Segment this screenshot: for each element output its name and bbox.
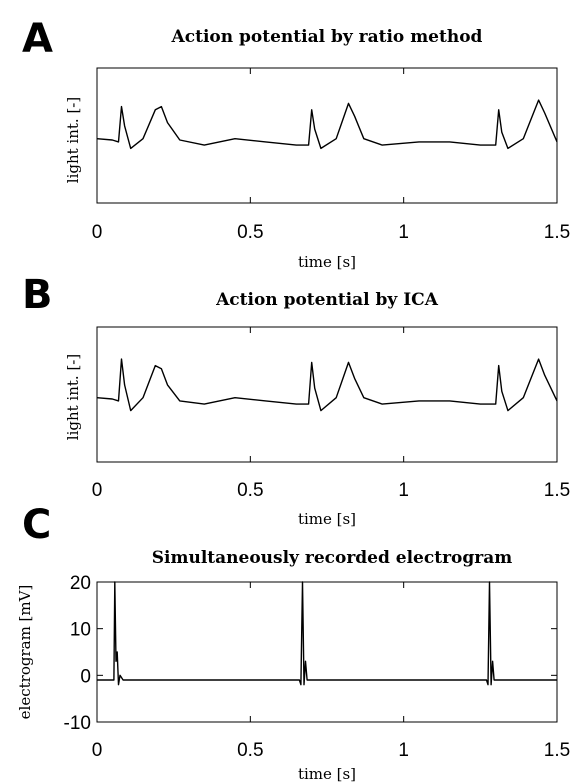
y-tick-label: 0 xyxy=(80,666,91,687)
x-tick-label: 0 xyxy=(92,222,103,243)
panel-b: B Action potential by ICA 0 0.5 1 1.5 time … xyxy=(22,272,570,528)
x-tick-label: 1.5 xyxy=(544,740,570,761)
x-tick-label: 0 xyxy=(92,480,103,501)
panel-c-series-line xyxy=(97,581,557,686)
x-tick-label: 1 xyxy=(398,740,409,761)
x-tick-label: 0.5 xyxy=(237,740,263,761)
panel-c-trace-group xyxy=(97,581,557,686)
panel-a-title: Action potential by ratio method xyxy=(171,27,483,47)
panel-a-xticks: 0 0.5 1 1.5 xyxy=(92,68,570,243)
panel-a: A Action potential by ratio method 0 0.5 1… xyxy=(22,16,570,271)
panel-b-xlabel: time [s] xyxy=(298,510,356,528)
x-tick-label: 0 xyxy=(92,740,103,761)
panel-b-series-line xyxy=(96,358,558,412)
panel-letter-b: B xyxy=(22,272,53,318)
panel-b-axes xyxy=(96,326,558,463)
panel-a-xlabel: time [s] xyxy=(298,253,356,271)
panel-a-axes xyxy=(96,67,558,204)
panel-c-xticks: 0 0.5 1 1.5 xyxy=(92,582,570,761)
panel-c-title: Simultaneously recorded electrogram xyxy=(152,548,512,568)
panel-b-ylabel: light int. [-] xyxy=(64,354,82,440)
x-tick-label: 0.5 xyxy=(237,480,263,501)
panel-letter-a: A xyxy=(22,16,53,62)
y-tick-label: 20 xyxy=(70,573,91,594)
panel-c-yticks: 20 10 0 -10 xyxy=(64,573,557,734)
panel-a-series-line xyxy=(96,99,558,150)
x-tick-label: 1 xyxy=(398,222,409,243)
y-tick-label: 10 xyxy=(70,620,91,641)
x-tick-label: 1.5 xyxy=(544,222,570,243)
y-tick-label: -10 xyxy=(64,713,91,734)
panel-b-trace-group xyxy=(96,358,558,412)
panel-b-xticks: 0 0.5 1 1.5 xyxy=(92,327,570,501)
x-tick-label: 1 xyxy=(398,480,409,501)
x-tick-label: 0.5 xyxy=(237,222,263,243)
panel-c-axes xyxy=(96,581,558,723)
panel-letter-c: C xyxy=(22,502,51,548)
panel-b-title: Action potential by ICA xyxy=(215,290,439,310)
panel-a-trace-group xyxy=(96,99,558,150)
panel-c-xlabel: time [s] xyxy=(298,765,356,783)
panel-c-ylabel: electrogram [mV] xyxy=(16,585,34,720)
panel-a-ylabel: light int. [-] xyxy=(64,97,82,183)
x-tick-label: 1.5 xyxy=(544,480,570,501)
